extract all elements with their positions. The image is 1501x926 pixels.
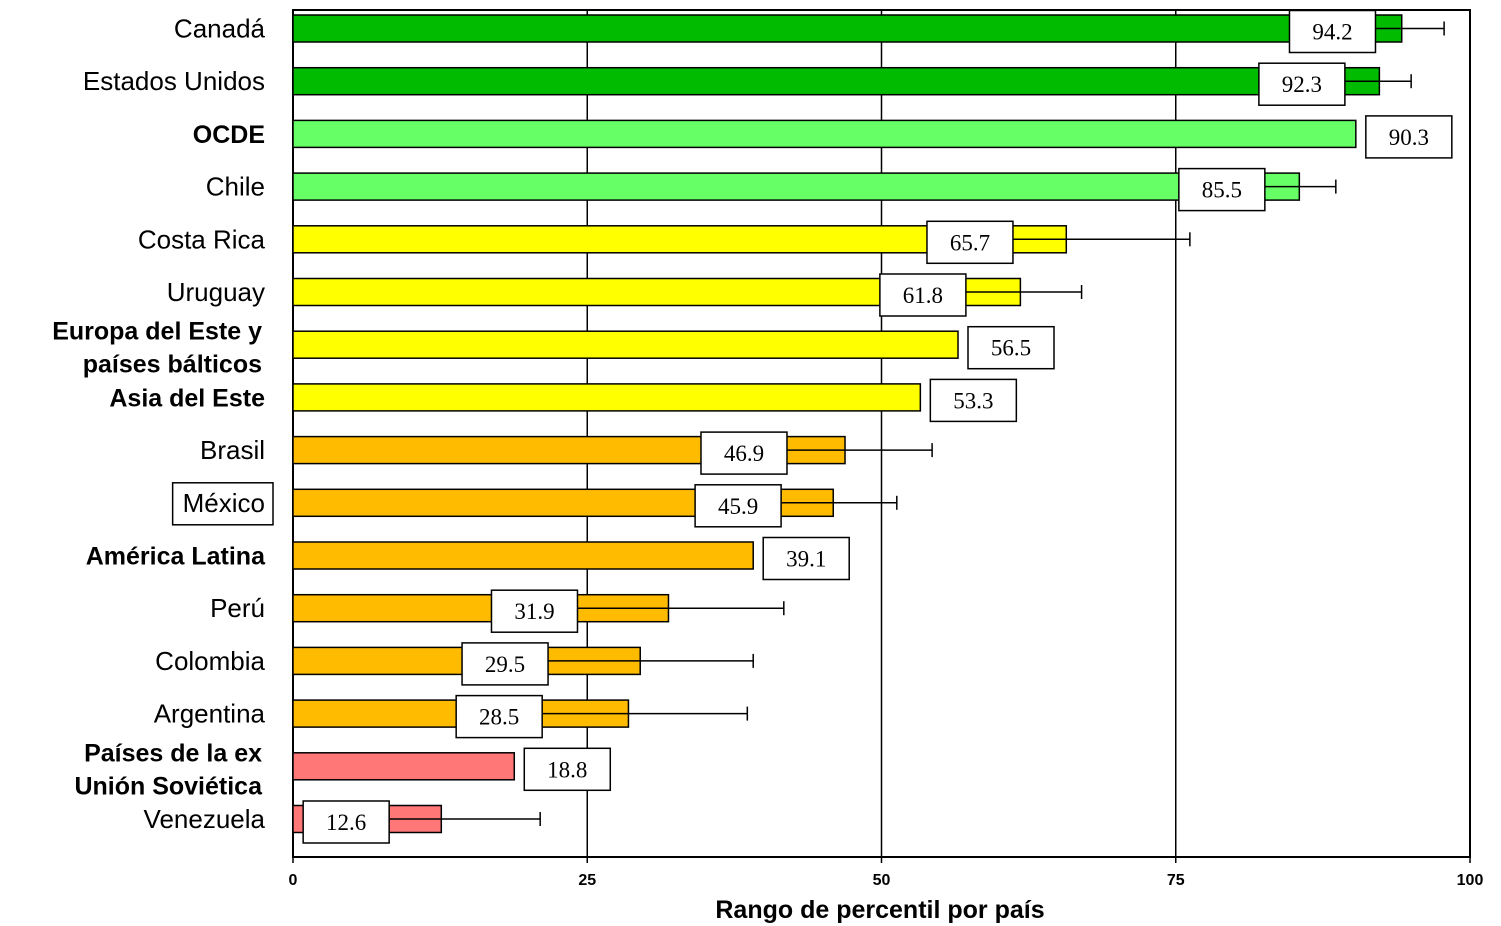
bar: [292, 541, 754, 570]
x-axis-title: Rango de percentil por país: [715, 896, 1044, 924]
svg-text:31.9: 31.9: [514, 599, 554, 624]
x-tick-label: 75: [1167, 872, 1185, 889]
bar: [292, 66, 1381, 96]
value-label: 53.3: [929, 378, 1018, 423]
bar: [292, 383, 922, 412]
svg-text:Asia del Este: Asia del Este: [109, 384, 265, 412]
svg-text:53.3: 53.3: [953, 388, 993, 413]
category-label: Argentina: [154, 699, 266, 729]
category-label: América Latina: [86, 543, 266, 571]
value-label: 65.7: [926, 220, 1014, 265]
category-label: Chile: [206, 172, 265, 202]
bar: [292, 119, 1357, 149]
svg-text:Estados Unidos: Estados Unidos: [83, 66, 265, 96]
svg-text:45.9: 45.9: [718, 494, 758, 519]
bar: [292, 172, 1301, 201]
value-label: 29.5: [461, 642, 549, 686]
svg-text:Chile: Chile: [206, 172, 265, 202]
x-tick-label: 100: [1457, 872, 1484, 889]
value-label: 18.8: [523, 747, 612, 792]
category-label: Países de la ex Unión Soviética: [74, 739, 263, 800]
x-axis-ticks: 0 25 50 75 100: [289, 857, 1484, 889]
category-label: Europa del Este y países bálticos: [52, 318, 262, 379]
svg-text:18.8: 18.8: [547, 757, 587, 782]
svg-text:90.3: 90.3: [1389, 125, 1429, 150]
svg-text:85.5: 85.5: [1202, 178, 1242, 203]
category-label: Brasil: [200, 435, 265, 465]
bar: [292, 14, 1403, 43]
x-tick-label: 25: [578, 872, 596, 889]
category-label: Estados Unidos: [83, 66, 265, 96]
value-label: 28.5: [455, 694, 543, 739]
value-label: 61.8: [879, 273, 967, 317]
value-label: 56.5: [967, 325, 1055, 370]
category-label: Costa Rica: [138, 224, 266, 254]
category-labels: Canadá Estados Unidos OCDE Chile Costa Rica U…: [52, 14, 274, 834]
svg-text:46.9: 46.9: [724, 441, 764, 466]
value-label: 12.6: [302, 800, 390, 844]
svg-text:Costa Rica: Costa Rica: [138, 224, 266, 254]
svg-text:OCDE: OCDE: [193, 121, 265, 149]
category-label: OCDE: [193, 121, 265, 149]
value-label: 94.2: [1288, 9, 1377, 54]
value-label: 39.1: [762, 536, 850, 581]
category-label: Venezuela: [144, 804, 266, 834]
svg-text:92.3: 92.3: [1282, 72, 1322, 97]
x-tick-label: 50: [873, 872, 891, 889]
category-label: Uruguay: [167, 277, 265, 307]
label-box: [171, 482, 274, 526]
bar: [292, 752, 516, 781]
value-label: 45.9: [694, 484, 782, 528]
svg-text:61.8: 61.8: [903, 283, 943, 308]
svg-text:América Latina: América Latina: [86, 543, 266, 571]
chart-bars: 94.2 92.3 90.3 85.5 65.7 61.8 56.5 53.3 46.9 45.9…: [292, 9, 1453, 844]
value-label: 31.9: [490, 589, 579, 633]
svg-text:28.5: 28.5: [479, 705, 519, 730]
svg-text:39.1: 39.1: [786, 547, 826, 572]
svg-text:Colombia: Colombia: [155, 646, 265, 676]
svg-text:Canadá: Canadá: [174, 14, 266, 44]
category-label: Colombia: [155, 646, 265, 676]
value-label: 90.3: [1365, 115, 1453, 159]
x-tick-label: 0: [289, 872, 298, 889]
svg-text:65.7: 65.7: [950, 230, 990, 255]
svg-text:94.2: 94.2: [1312, 20, 1352, 45]
category-label: México: [171, 482, 274, 526]
category-label: Asia del Este: [109, 384, 265, 412]
bar: [292, 330, 959, 359]
value-label: 92.3: [1258, 62, 1346, 106]
value-label: 85.5: [1178, 167, 1266, 212]
svg-text:29.5: 29.5: [485, 652, 525, 677]
svg-text:12.6: 12.6: [326, 810, 366, 835]
svg-text:México: México: [183, 488, 265, 518]
svg-text:Venezuela: Venezuela: [144, 804, 266, 834]
svg-text:Argentina: Argentina: [154, 699, 266, 729]
value-label: 46.9: [700, 431, 788, 475]
svg-text:Perú: Perú: [210, 593, 265, 623]
svg-text:56.5: 56.5: [991, 336, 1031, 361]
category-label: Perú: [210, 593, 265, 623]
svg-text:Uruguay: Uruguay: [167, 277, 265, 307]
category-label: Canadá: [174, 14, 266, 44]
svg-text:Brasil: Brasil: [200, 435, 265, 465]
